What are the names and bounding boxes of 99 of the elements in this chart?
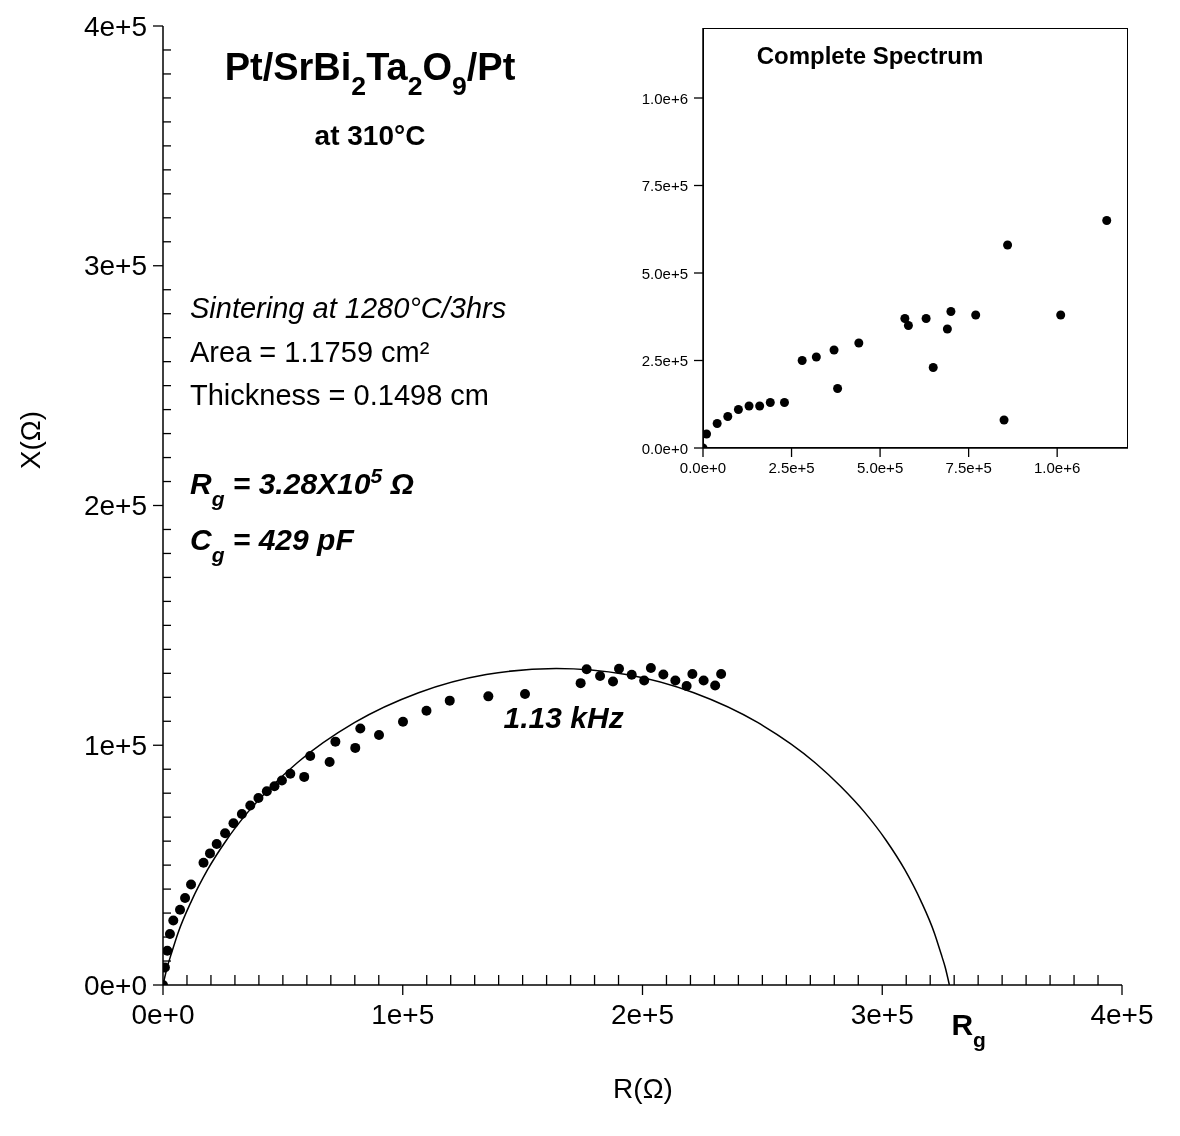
point <box>716 669 727 680</box>
point <box>204 848 215 859</box>
point <box>211 839 222 850</box>
point <box>698 675 709 686</box>
point <box>942 324 952 334</box>
point <box>710 680 721 691</box>
point <box>444 695 455 706</box>
annotation: R$_{g}$ <box>951 1008 986 1051</box>
point <box>658 669 669 680</box>
point <box>228 818 239 829</box>
point <box>811 352 821 362</box>
point <box>687 669 698 680</box>
y-tick-label: 0e+0 <box>83 969 147 1001</box>
point <box>614 663 625 674</box>
point <box>236 809 247 820</box>
x-tick-label: 2.5e+5 <box>768 458 815 476</box>
point <box>744 401 754 411</box>
point <box>670 675 681 686</box>
y-tick-label: 1.0e+6 <box>641 89 688 107</box>
text: Complete Spectrum <box>756 42 984 69</box>
annotation: 1.13 kHz <box>503 701 624 735</box>
point <box>330 736 341 747</box>
x-tick-label: 1e+5 <box>371 999 435 1031</box>
y-tick-label: 2e+5 <box>83 490 147 521</box>
x-tick-label: 0e+0 <box>131 999 195 1031</box>
annotation: Thickness = 0.1498 cm <box>190 379 490 411</box>
annotation: Sintering at 1280°C/3hrs <box>190 292 507 324</box>
point <box>305 751 316 762</box>
point <box>999 415 1009 425</box>
point <box>186 879 197 890</box>
point <box>903 321 913 330</box>
y-tick-label: 1e+5 <box>83 729 147 761</box>
point <box>712 419 722 428</box>
point <box>854 338 864 348</box>
point <box>921 314 931 323</box>
point <box>723 412 733 421</box>
point <box>163 945 173 956</box>
point <box>324 757 335 768</box>
point <box>253 793 264 803</box>
point <box>595 670 606 681</box>
point <box>1003 240 1013 250</box>
y-tick-label: 3e+5 <box>83 250 147 282</box>
point <box>269 781 280 792</box>
point <box>645 663 656 674</box>
point <box>928 363 938 372</box>
point <box>833 384 843 393</box>
point <box>779 398 789 407</box>
point <box>703 429 712 439</box>
point <box>829 345 839 355</box>
y-tick-label: 0.0e+0 <box>641 439 688 457</box>
point <box>261 786 272 797</box>
y-tick-label: 2.5e+5 <box>641 352 688 369</box>
point <box>755 401 765 411</box>
x-tick-label: 4e+5 <box>1090 999 1154 1031</box>
point <box>733 405 743 414</box>
point <box>299 771 310 782</box>
point <box>397 716 408 727</box>
point <box>220 828 231 839</box>
text: at 310°C <box>314 120 426 151</box>
annotation: R$_{g}$ = 3.28X10$^{5}$ Ω <box>190 463 414 510</box>
point <box>245 800 256 811</box>
point <box>575 678 586 689</box>
point <box>483 691 494 702</box>
point <box>350 742 361 753</box>
x-tick-label: 7.5e+5 <box>945 458 992 476</box>
point <box>198 857 209 868</box>
point <box>900 314 910 323</box>
x-axis-title: R(Ω) <box>613 1073 673 1104</box>
point <box>374 729 385 740</box>
point <box>971 310 981 320</box>
point <box>520 688 531 699</box>
point <box>285 768 296 779</box>
y-tick-label: 7.5e+5 <box>641 177 688 194</box>
point <box>608 676 619 687</box>
point <box>581 664 592 675</box>
point <box>765 398 775 407</box>
point <box>1102 216 1112 225</box>
point <box>946 307 956 316</box>
x-tick-label: 0.0e+0 <box>679 458 727 476</box>
y-axis-title: X(Ω) <box>15 410 46 470</box>
point <box>639 675 650 686</box>
x-tick-label: 3e+5 <box>850 999 914 1031</box>
annotation: C$_{g}$ = 429 pF <box>190 523 355 566</box>
y-tick-label: 4e+5 <box>83 10 147 42</box>
point <box>180 892 191 903</box>
point <box>355 723 366 734</box>
point <box>797 356 807 365</box>
x-tick-label: 5.0e+5 <box>856 458 904 476</box>
text: Pt/SrBi$_{2}$Ta$_{2}$O$_{9}$/Pt <box>224 46 516 101</box>
annotation: Area = 1.1759 cm² <box>190 336 430 368</box>
point <box>1056 310 1066 320</box>
point <box>175 904 186 915</box>
x-tick-label: 1.0e+6 <box>1034 458 1081 476</box>
point <box>421 705 432 716</box>
point <box>168 915 179 926</box>
point <box>681 681 692 692</box>
point <box>276 775 287 786</box>
y-tick-label: 5.0e+5 <box>641 264 688 282</box>
point <box>626 669 637 680</box>
